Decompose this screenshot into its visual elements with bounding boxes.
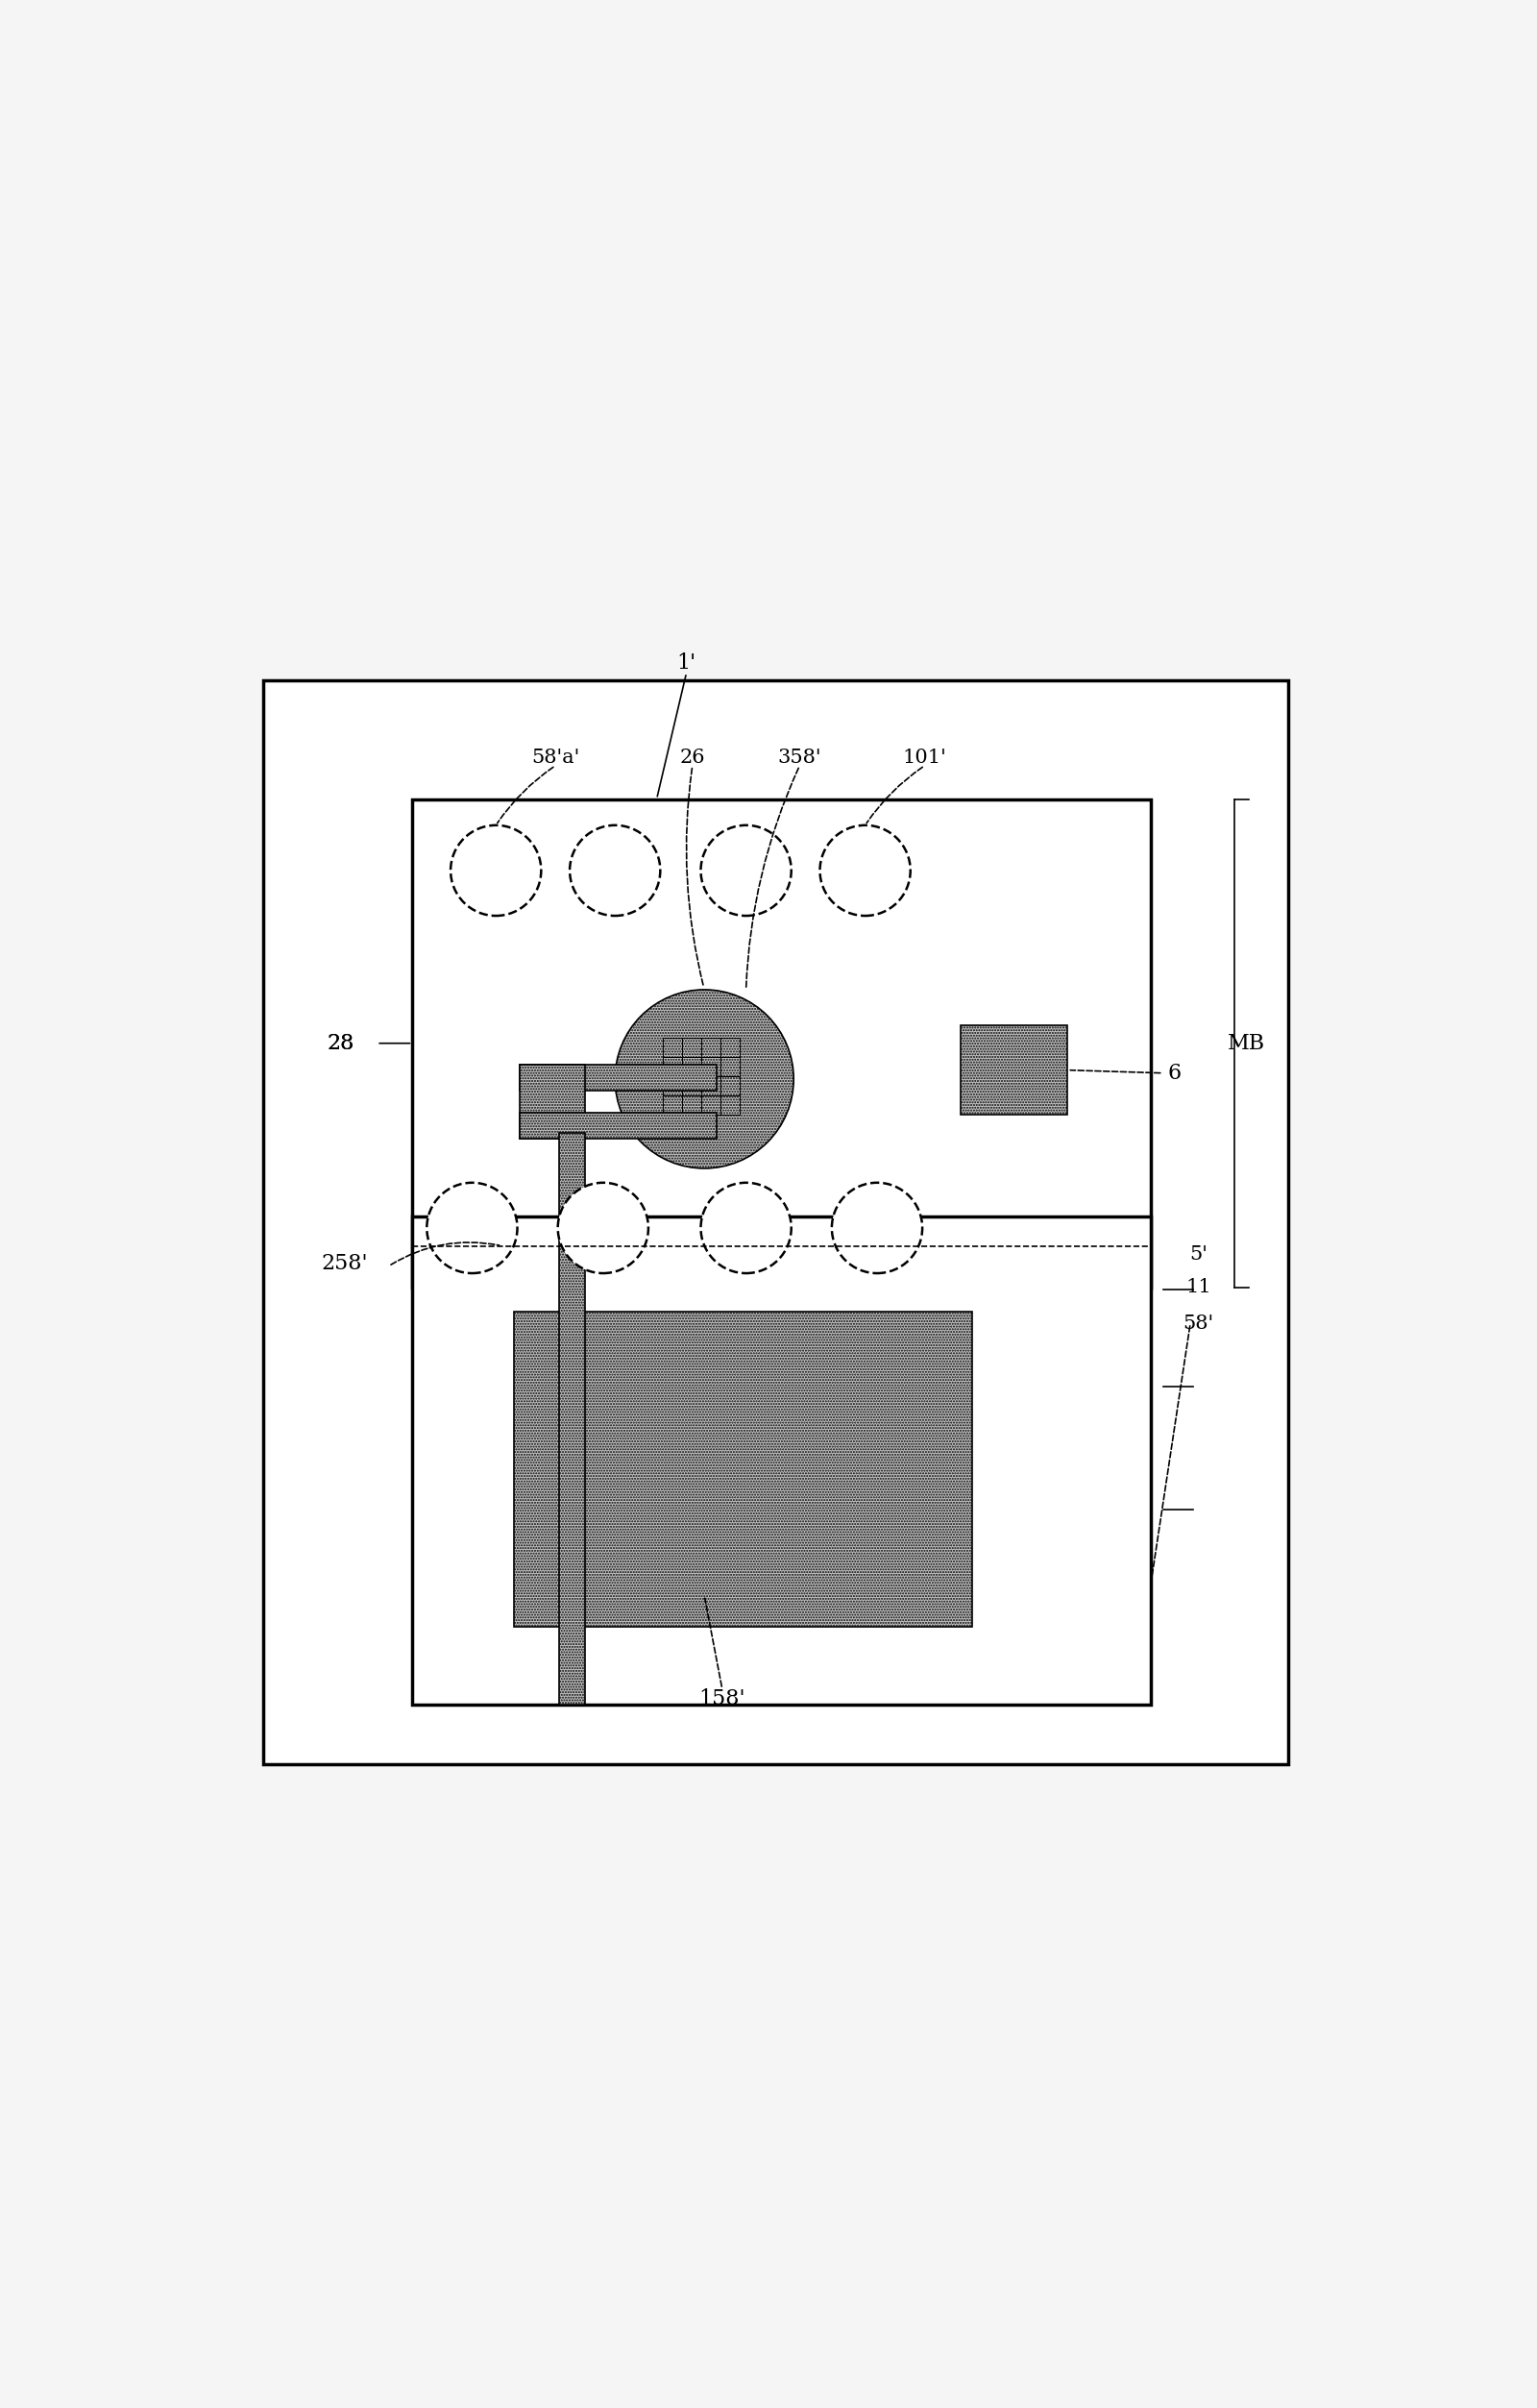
- Text: 58'a': 58'a': [532, 749, 579, 766]
- Circle shape: [427, 1182, 518, 1274]
- Text: 258': 258': [321, 1252, 367, 1274]
- Circle shape: [558, 1182, 649, 1274]
- Bar: [721, 1076, 741, 1096]
- Text: 58': 58': [1183, 1315, 1214, 1332]
- Text: 6: 6: [1168, 1062, 1182, 1084]
- Circle shape: [701, 1182, 792, 1274]
- Bar: [961, 1026, 1068, 1115]
- Bar: [701, 1076, 721, 1096]
- Bar: [682, 1057, 701, 1076]
- Bar: [701, 1057, 721, 1076]
- Circle shape: [701, 826, 792, 915]
- Circle shape: [615, 990, 793, 1168]
- Bar: [520, 1112, 716, 1139]
- Circle shape: [450, 826, 541, 915]
- Bar: [721, 1038, 741, 1057]
- Circle shape: [570, 826, 661, 915]
- Text: 158': 158': [699, 1688, 745, 1710]
- Bar: [701, 1038, 721, 1057]
- Bar: [559, 1132, 586, 1705]
- Text: 358': 358': [778, 749, 822, 766]
- Bar: [721, 1057, 741, 1076]
- Text: 28: 28: [327, 1033, 355, 1055]
- Text: 11: 11: [1187, 1279, 1211, 1296]
- Bar: [662, 1038, 682, 1057]
- Bar: [264, 679, 1288, 1765]
- Bar: [412, 1216, 1151, 1705]
- Text: 28: 28: [327, 1033, 355, 1055]
- Bar: [682, 1096, 701, 1115]
- Bar: [662, 1096, 682, 1115]
- Bar: [721, 1096, 741, 1115]
- Bar: [682, 1076, 701, 1096]
- Text: 101': 101': [902, 749, 947, 766]
- Text: 5': 5': [1190, 1245, 1208, 1264]
- Circle shape: [819, 826, 910, 915]
- Circle shape: [832, 1182, 922, 1274]
- Bar: [662, 1057, 682, 1076]
- Text: 26: 26: [679, 749, 705, 766]
- Text: 1': 1': [676, 653, 696, 674]
- Bar: [682, 1038, 701, 1057]
- Bar: [520, 1064, 716, 1091]
- Bar: [662, 1076, 682, 1096]
- Bar: [701, 1096, 721, 1115]
- Bar: [412, 799, 1151, 1288]
- Bar: [513, 1312, 973, 1628]
- Text: MB: MB: [1228, 1033, 1265, 1055]
- Bar: [520, 1064, 586, 1139]
